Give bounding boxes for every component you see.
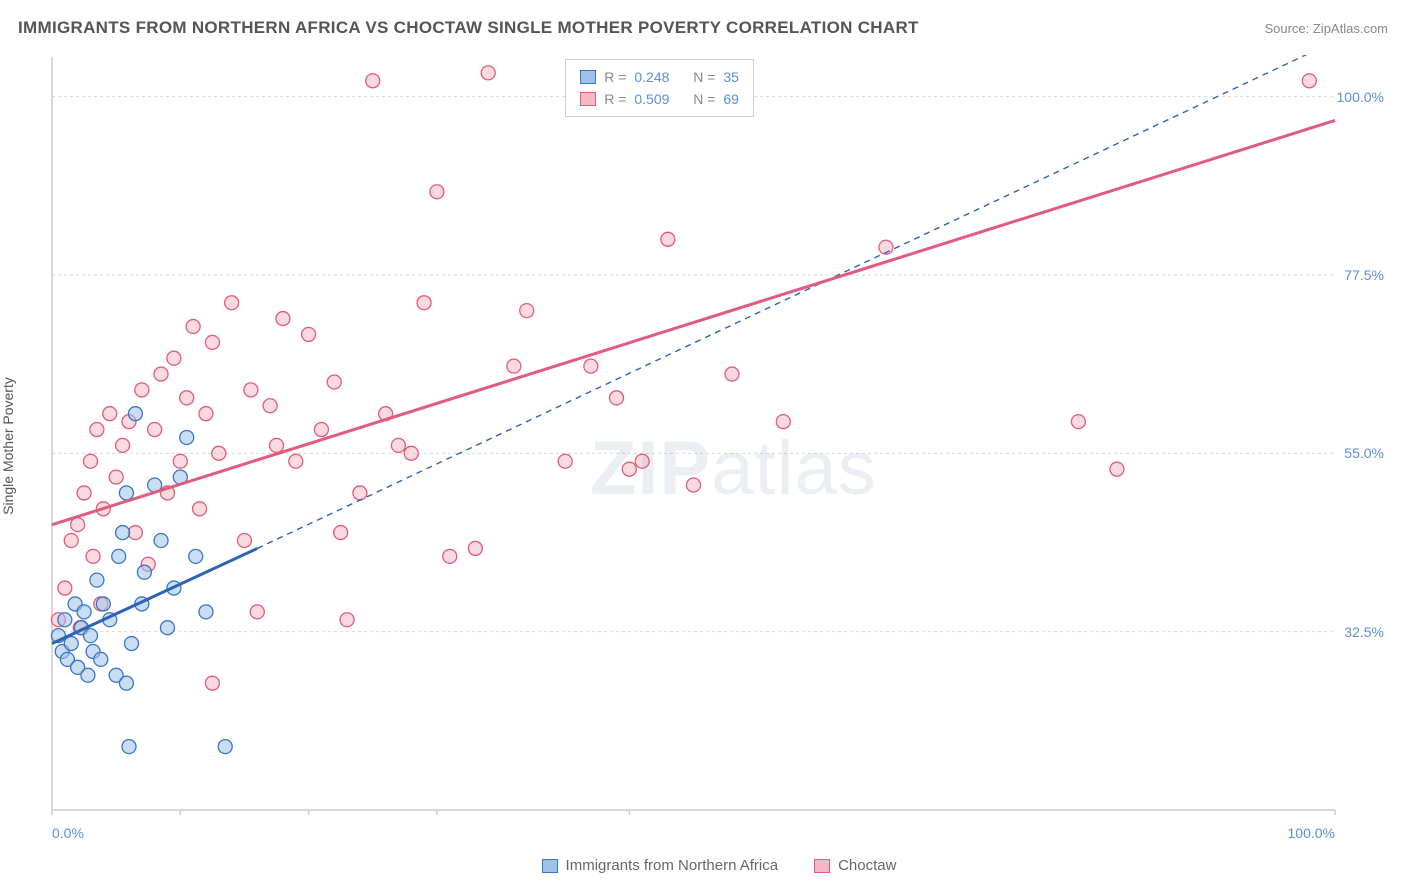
- y-tick-label: 77.5%: [1344, 267, 1384, 283]
- chart-area: ZIPatlas R = 0.248 N = 35 R = 0.509 N = …: [50, 55, 1390, 815]
- y-tick-label: 100.0%: [1337, 89, 1384, 105]
- correlation-legend: R = 0.248 N = 35 R = 0.509 N = 69: [565, 59, 754, 117]
- x-tick-label: 100.0%: [1288, 825, 1335, 841]
- chart-source: Source: ZipAtlas.com: [1264, 21, 1388, 36]
- legend-n-value: 69: [723, 88, 739, 110]
- chart-title: IMMIGRANTS FROM NORTHERN AFRICA VS CHOCT…: [18, 18, 919, 38]
- legend-r-value: 0.248: [634, 66, 669, 88]
- y-axis-label: Single Mother Poverty: [0, 377, 16, 515]
- legend-item: Choctaw: [814, 857, 896, 874]
- legend-swatch: [580, 92, 596, 106]
- series-legend: Immigrants from Northern Africa Choctaw: [50, 857, 1388, 874]
- legend-series-label: Choctaw: [838, 857, 896, 874]
- legend-n-value: 35: [723, 66, 739, 88]
- legend-r-value: 0.509: [634, 88, 669, 110]
- y-tick-label: 55.0%: [1344, 445, 1384, 461]
- x-tick-label: 0.0%: [52, 825, 84, 841]
- legend-swatch: [814, 859, 830, 873]
- legend-r-label: R =: [604, 88, 626, 110]
- legend-swatch: [580, 70, 596, 84]
- legend-n-label: N =: [693, 88, 715, 110]
- legend-r-label: R =: [604, 66, 626, 88]
- legend-item: Immigrants from Northern Africa: [542, 857, 779, 874]
- legend-swatch: [542, 859, 558, 873]
- chart-header: IMMIGRANTS FROM NORTHERN AFRICA VS CHOCT…: [18, 18, 1388, 38]
- legend-n-label: N =: [693, 66, 715, 88]
- y-tick-label: 32.5%: [1344, 624, 1384, 640]
- scatter-plot: [50, 55, 1390, 815]
- legend-series-label: Immigrants from Northern Africa: [566, 857, 779, 874]
- legend-row: R = 0.509 N = 69: [580, 88, 739, 110]
- legend-row: R = 0.248 N = 35: [580, 66, 739, 88]
